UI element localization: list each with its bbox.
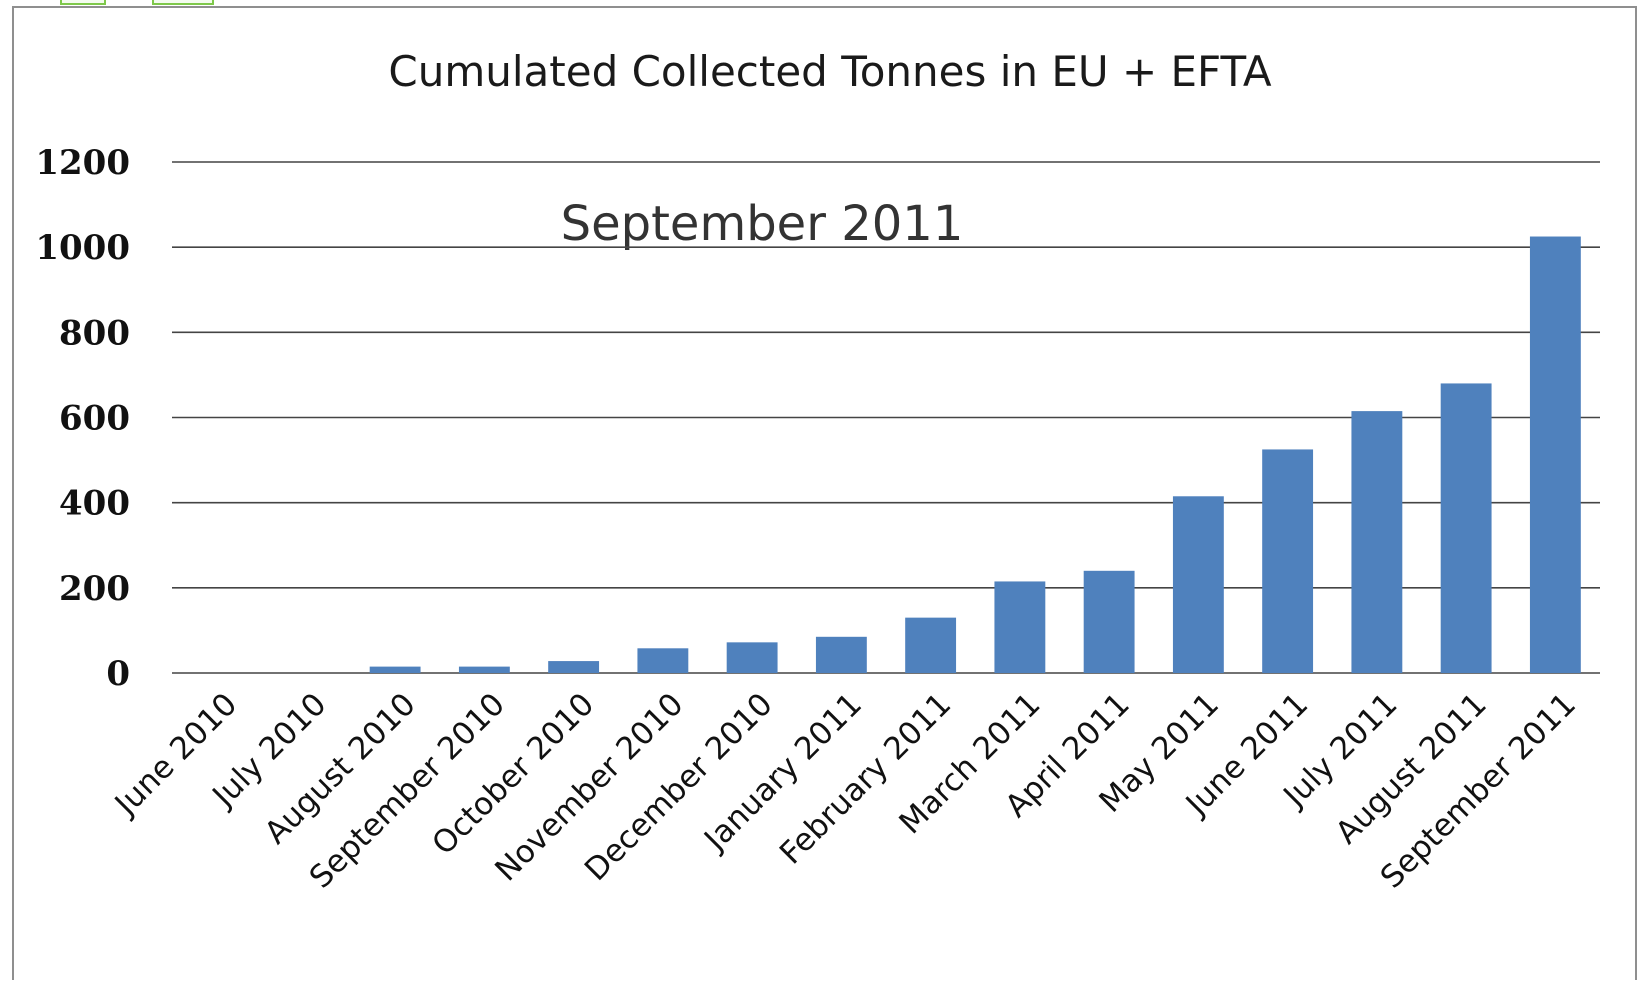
y-tick-label: 800 [59, 313, 130, 353]
y-tick-label: 0 [106, 654, 130, 694]
bar [994, 581, 1046, 673]
bar [458, 666, 510, 673]
bar [1351, 411, 1403, 673]
bar [1440, 383, 1492, 673]
bar [815, 636, 867, 673]
bar [369, 666, 421, 673]
x-tick-label: January 2011 [696, 686, 869, 859]
bar [1529, 236, 1581, 674]
bar [1083, 570, 1135, 673]
bar [1262, 449, 1314, 673]
y-tick-label: 400 [59, 484, 130, 524]
y-axis-ticks: 0 200 400 600 800 1000 1200 [35, 143, 130, 694]
chart-annotation: September 2011 [561, 196, 964, 252]
bars [369, 236, 1581, 674]
chart-title: Cumulated Collected Tonnes in EU + EFTA [388, 47, 1271, 96]
tab-mark-right [152, 0, 214, 5]
bar [637, 648, 689, 673]
y-tick-label: 200 [59, 569, 130, 609]
y-tick-label: 1000 [35, 228, 130, 268]
tab-mark-left [60, 0, 106, 5]
bar [1172, 496, 1224, 673]
y-tick-label: 600 [59, 399, 130, 439]
bar [548, 661, 600, 673]
bar [726, 642, 778, 673]
y-tick-label: 1200 [35, 143, 130, 183]
x-tick-label: October 2010 [425, 686, 601, 862]
bar [905, 617, 957, 673]
